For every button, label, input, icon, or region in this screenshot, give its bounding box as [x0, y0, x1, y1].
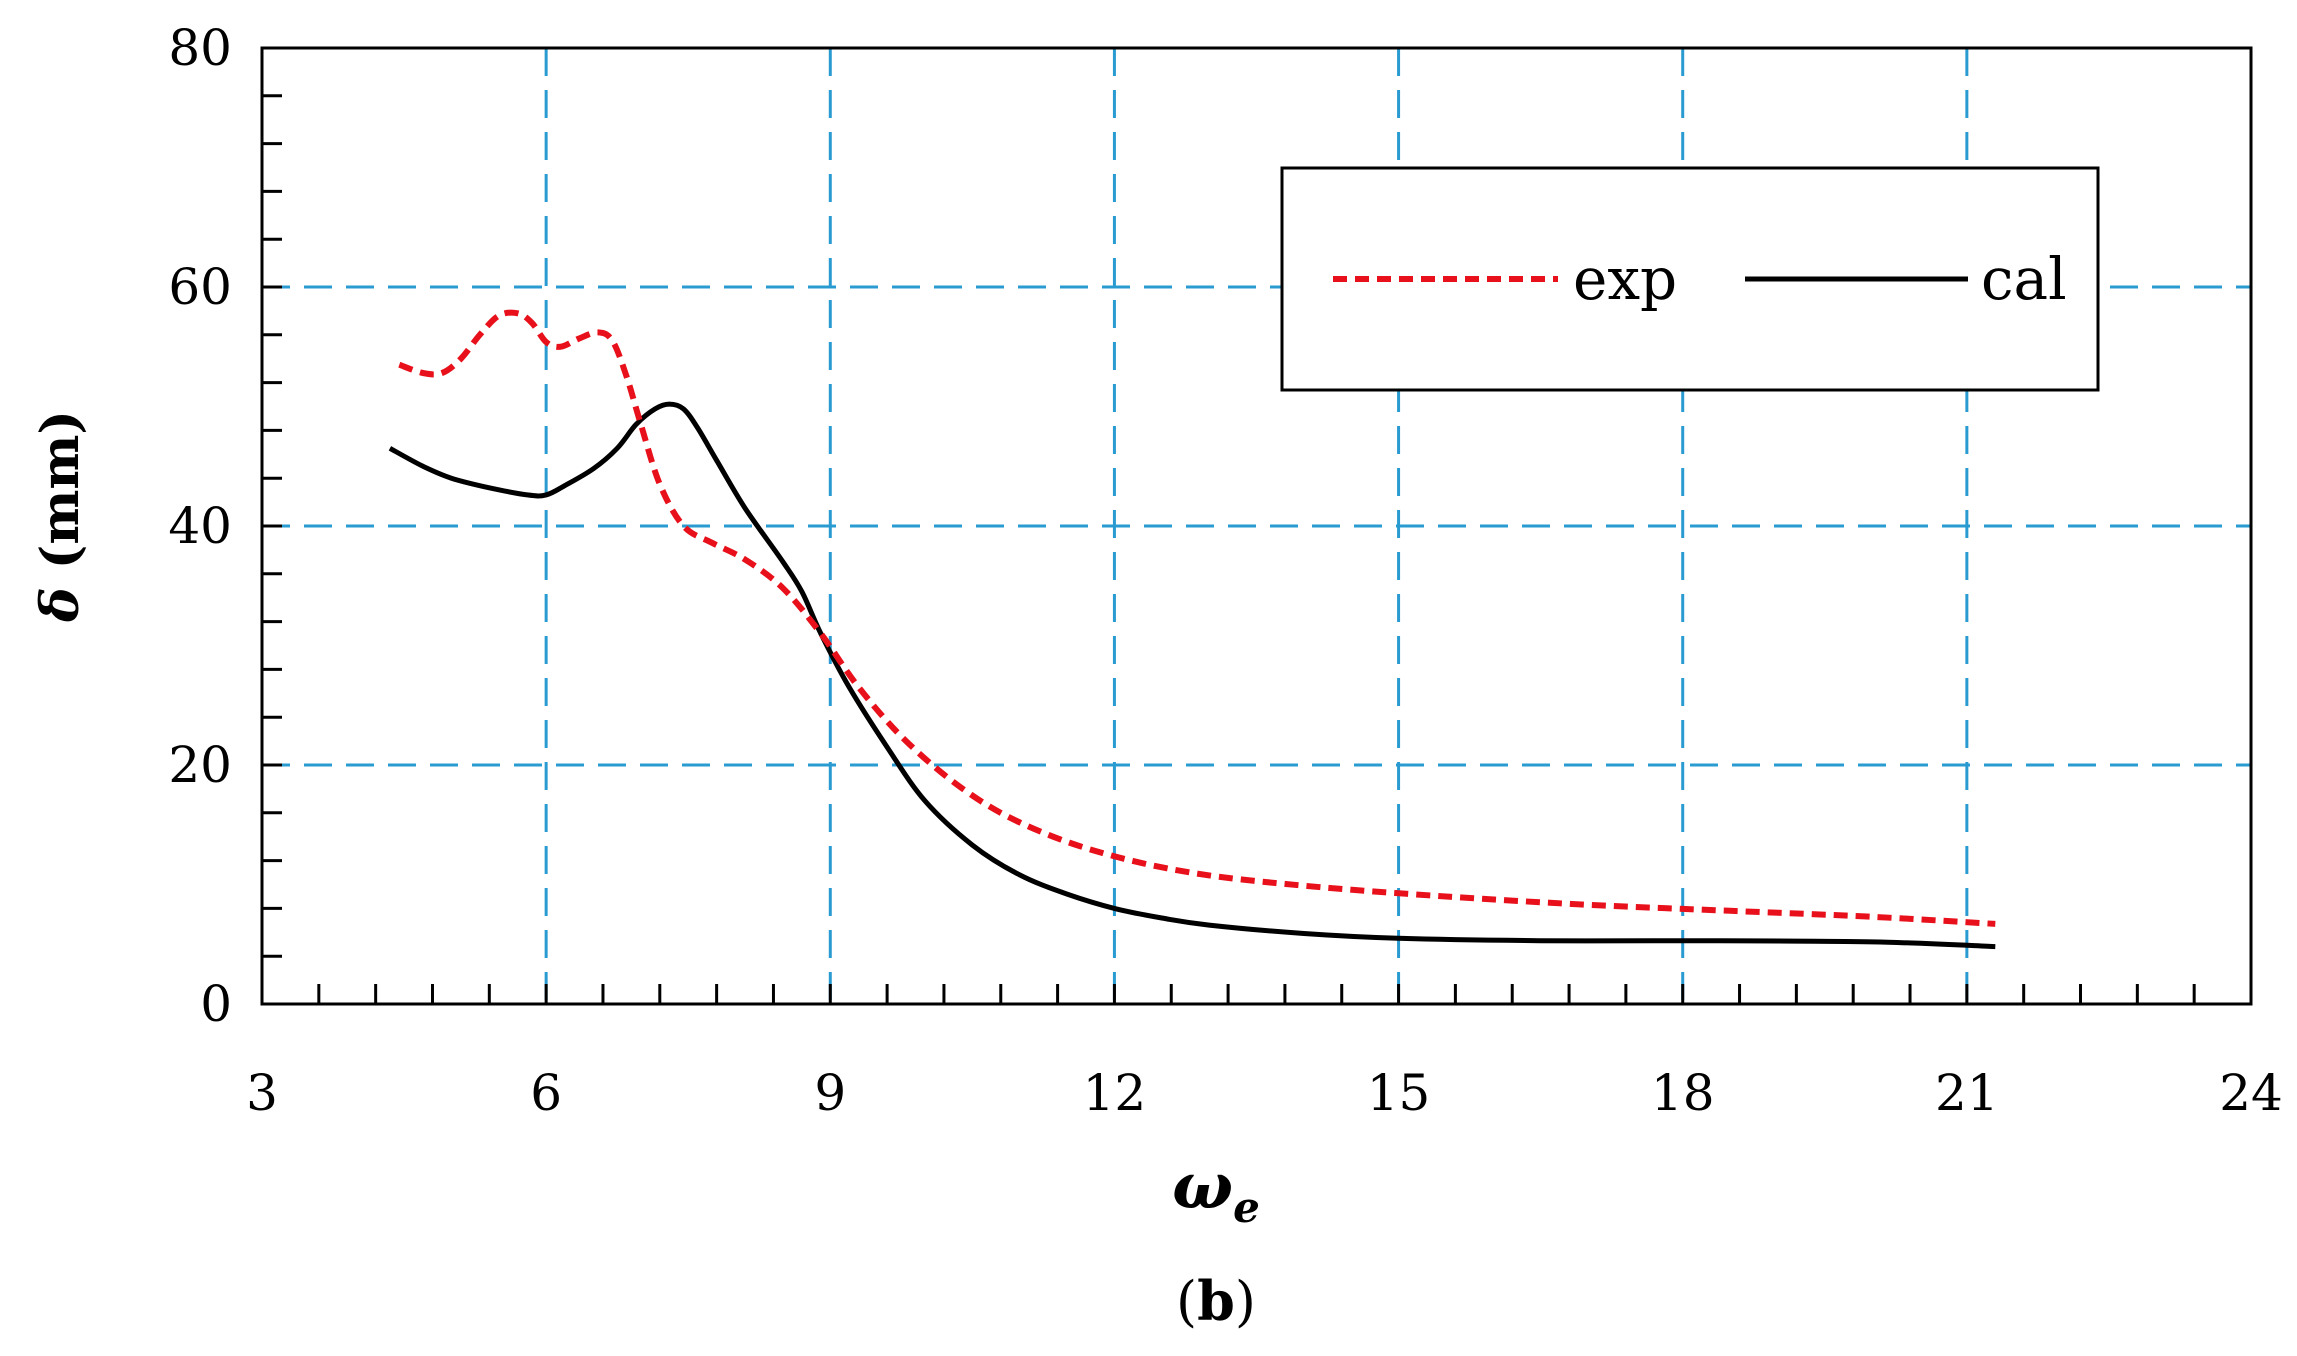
x-tick-label-3: 3 — [246, 1064, 278, 1122]
y-tick-label-0: 0 — [200, 975, 232, 1033]
series-line-exp — [398, 309, 1996, 927]
series-lines — [388, 309, 1996, 950]
y-tick-label-40: 40 — [168, 497, 232, 555]
x-tick-label-6: 6 — [530, 1064, 562, 1122]
x-tick-label-15: 15 — [1367, 1064, 1431, 1122]
y-axis-title-unit: (mm) — [30, 410, 91, 587]
series-line-cal — [388, 401, 1996, 950]
legend-label-exp: exp — [1573, 245, 1677, 313]
y-axis-title-symbol: δ — [30, 587, 91, 623]
tick-labels: 3 6 9 12 15 18 21 24 0 20 40 60 80 — [168, 19, 2282, 1122]
axis-ticks — [262, 94, 2196, 1004]
x-axis-title: ωe — [1172, 1149, 1260, 1232]
x-axis-title-main: ω — [1172, 1149, 1233, 1224]
caption-open-paren: ( — [1176, 1270, 1197, 1333]
x-tick-label-21: 21 — [1935, 1064, 1999, 1122]
caption-close-paren: ) — [1235, 1270, 1256, 1333]
y-tick-label-80: 80 — [168, 19, 232, 77]
figure-caption: (b) — [1176, 1269, 1256, 1333]
x-tick-label-18: 18 — [1651, 1064, 1715, 1122]
y-tick-label-60: 60 — [168, 258, 232, 316]
x-tick-label-12: 12 — [1083, 1064, 1147, 1122]
legend: exp cal — [1280, 166, 2100, 392]
caption-letter: b — [1197, 1269, 1235, 1333]
x-tick-label-9: 9 — [814, 1064, 846, 1122]
y-tick-label-20: 20 — [168, 736, 232, 794]
y-axis-title: δ (mm) — [30, 410, 91, 623]
x-tick-label-24: 24 — [2219, 1064, 2283, 1122]
legend-label-cal: cal — [1981, 245, 2067, 313]
x-axis-title-subscript: e — [1233, 1183, 1260, 1232]
